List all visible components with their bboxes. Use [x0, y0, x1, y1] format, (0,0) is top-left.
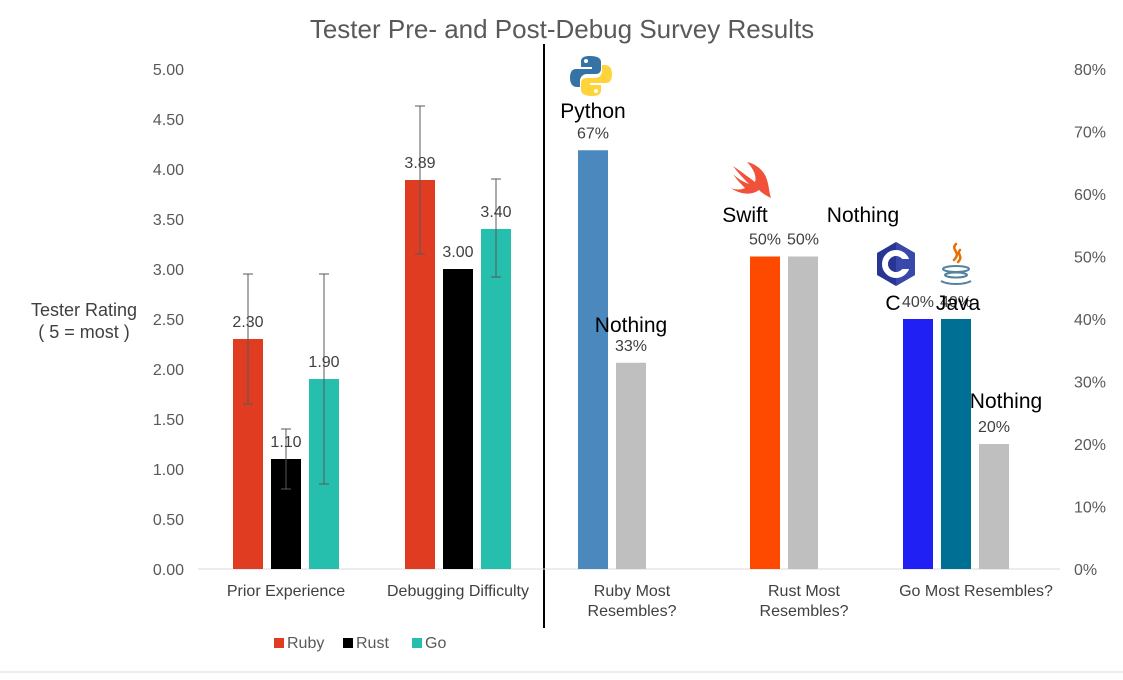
y-axis-title-line1: Tester Rating: [31, 300, 137, 320]
category-label: Debugging Difficulty: [387, 583, 529, 600]
right-tick-label: 70%: [1074, 125, 1106, 142]
right-tick-label: 30%: [1074, 375, 1106, 392]
chart-title: Tester Pre- and Post-Debug Survey Result…: [310, 14, 814, 44]
right-tick-label: 10%: [1074, 500, 1106, 517]
right-tick-label: 20%: [1074, 437, 1106, 454]
category-label: Prior Experience: [227, 583, 345, 600]
legend-label-ruby: Ruby: [287, 635, 324, 652]
left-tick-label: 0.50: [153, 512, 184, 529]
bar-name-label: Java: [936, 292, 981, 315]
right-tick-label: 0%: [1074, 562, 1097, 579]
swift-logo-icon: [731, 162, 771, 198]
data-label: 67%: [577, 125, 609, 142]
legend-swatch-rust: [343, 638, 353, 648]
left-tick-label: 3.50: [153, 212, 184, 229]
bar-name-label: Nothing: [970, 390, 1042, 413]
legend-label-rust: Rust: [356, 635, 389, 652]
legend-swatch-ruby: [274, 638, 284, 648]
bar-debugging-difficulty-go: [481, 229, 511, 569]
bar-go-most-resembles-nothing: [979, 444, 1009, 569]
data-label: 50%: [787, 232, 819, 249]
java-logo-icon: [940, 242, 972, 285]
category-label: Go Most Resembles?: [899, 583, 1053, 600]
category-label: Ruby Most: [594, 583, 671, 600]
bar-ruby-most-resembles-python: [578, 150, 608, 569]
left-tick-label: 2.50: [153, 312, 184, 329]
legend-swatch-go: [412, 638, 422, 648]
data-label: 1.90: [308, 354, 339, 371]
left-tick-label: 5.00: [153, 62, 184, 79]
left-tick-label: 4.00: [153, 162, 184, 179]
data-label: 2.30: [232, 314, 263, 331]
data-label: 3.40: [480, 204, 511, 221]
data-label: 33%: [615, 338, 647, 355]
python-logo-icon: [570, 56, 612, 96]
right-tick-label: 80%: [1074, 62, 1106, 79]
bar-rust-most-resembles-swift: [750, 256, 780, 569]
bar-name-label: Swift: [722, 204, 768, 227]
category-label: Rust Most: [768, 583, 841, 600]
bar-name-label: Nothing: [595, 314, 667, 337]
y-axis-title-line2: ( 5 = most ): [38, 322, 130, 342]
right-tick-label: 50%: [1074, 250, 1106, 267]
right-tick-label: 60%: [1074, 187, 1106, 204]
bar-rust-most-resembles-nothing: [788, 256, 818, 569]
left-tick-label: 1.50: [153, 412, 184, 429]
left-tick-label: 2.00: [153, 362, 184, 379]
category-label: Resembles?: [760, 603, 849, 620]
legend-label-go: Go: [425, 635, 446, 652]
left-tick-label: 3.00: [153, 262, 184, 279]
bar-debugging-difficulty-rust: [443, 269, 473, 569]
left-tick-label: 4.50: [153, 112, 184, 129]
data-label: 50%: [749, 232, 781, 249]
category-label: Resembles?: [588, 603, 677, 620]
right-tick-label: 40%: [1074, 312, 1106, 329]
data-label: 20%: [978, 419, 1010, 436]
c-logo-icon: [877, 242, 915, 286]
bar-name-label: C: [885, 292, 900, 315]
data-label: 40%: [902, 294, 934, 311]
bar-ruby-most-resembles-nothing: [616, 362, 646, 569]
bar-name-label: Python: [560, 100, 625, 123]
data-label: 1.10: [270, 434, 301, 451]
data-label: 40%: [940, 294, 972, 311]
data-label: 3.89: [404, 155, 435, 172]
data-label: 3.00: [442, 244, 473, 261]
left-tick-label: 0.00: [153, 562, 184, 579]
bar-go-most-resembles-java: [941, 319, 971, 569]
bar-go-most-resembles-c: [903, 319, 933, 569]
bar-name-label: Nothing: [827, 204, 899, 227]
left-tick-label: 1.00: [153, 462, 184, 479]
